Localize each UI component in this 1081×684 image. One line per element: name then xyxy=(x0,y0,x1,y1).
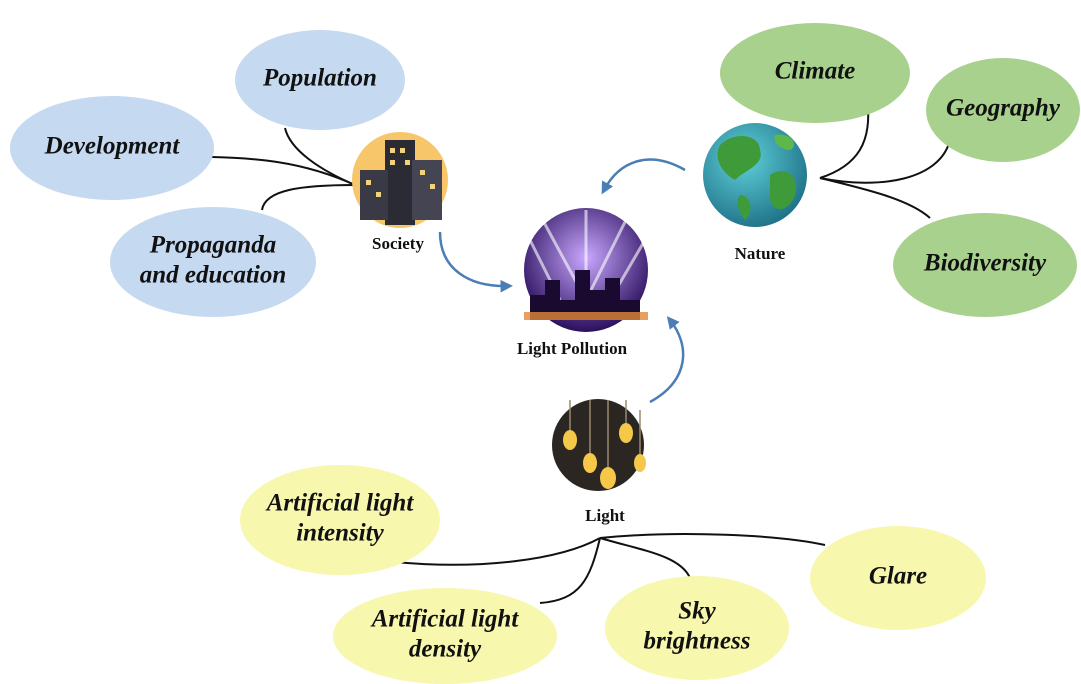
society-icon xyxy=(352,132,448,228)
factor-label: brightness xyxy=(644,628,751,655)
factor-node xyxy=(605,576,789,680)
arrows xyxy=(438,158,686,404)
factor-label: Population xyxy=(262,65,377,92)
factor-node xyxy=(333,588,557,684)
nature-icon xyxy=(703,123,807,227)
center-label: Light Pollution xyxy=(517,339,628,358)
factor-label: Sky xyxy=(678,598,716,625)
factor-node xyxy=(235,30,405,130)
factor-node xyxy=(926,58,1080,162)
factor-node xyxy=(10,96,214,200)
factor-node xyxy=(893,213,1077,317)
group-label: Nature xyxy=(735,244,786,263)
group-label: Society xyxy=(372,234,424,253)
factor-label: Geography xyxy=(946,95,1061,122)
light-icon xyxy=(552,399,646,491)
nodes: Light Pollution Society Population Developm… xyxy=(10,23,1080,684)
group-label: Light xyxy=(585,506,625,525)
factor-label: Biodiversity xyxy=(923,250,1047,277)
factor-node xyxy=(240,465,440,575)
factor-label: Artificial light xyxy=(265,490,415,517)
factor-label: Climate xyxy=(775,58,856,85)
factor-node xyxy=(810,526,986,630)
factor-label: and education xyxy=(140,262,287,289)
center-icon xyxy=(524,208,648,332)
factor-label: density xyxy=(409,636,482,663)
factor-node xyxy=(110,207,316,317)
factor-label: Artificial light xyxy=(370,606,520,633)
factor-node xyxy=(720,23,910,123)
factor-label: Glare xyxy=(869,563,927,590)
factor-label: intensity xyxy=(296,520,384,547)
connectors xyxy=(211,107,951,604)
factor-label: Propaganda xyxy=(149,232,276,259)
factor-label: Development xyxy=(44,133,181,160)
